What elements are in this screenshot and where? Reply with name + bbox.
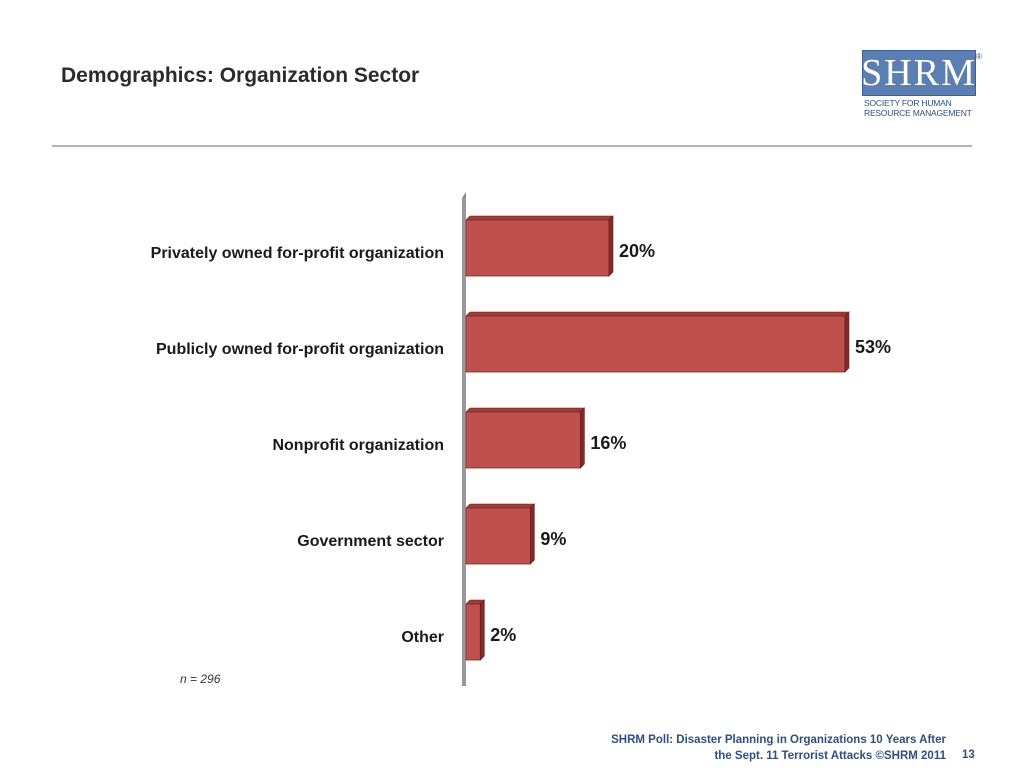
footer-line-2: the Sept. 11 Terrorist Attacks ©SHRM 201… <box>714 750 946 762</box>
bar <box>465 507 531 565</box>
bar-side-face <box>530 503 535 565</box>
category-label: Nonprofit organization <box>272 437 444 454</box>
logo-subtitle: SOCIETY FOR HUMAN RESOURCE MANAGEMENT <box>864 98 980 118</box>
page-number: 13 <box>962 749 975 761</box>
bar-side-face <box>608 215 614 277</box>
value-label: 2% <box>490 625 516 645</box>
value-label: 16% <box>590 433 626 453</box>
value-label: 20% <box>619 241 655 261</box>
category-label: Other <box>401 629 444 646</box>
sample-size-note: n = 296 <box>180 672 221 686</box>
bar-side-face <box>479 599 485 661</box>
axis-wall <box>462 198 466 686</box>
bar-top-face <box>465 407 586 413</box>
shrm-logo: SHRM ® SOCIETY FOR HUMAN RESOURCE MANAGE… <box>861 50 982 122</box>
bar-side-face <box>844 311 850 373</box>
logo-box: SHRM <box>861 50 977 96</box>
category-label: Privately owned for-profit organization <box>151 245 444 262</box>
value-label: 53% <box>855 337 891 357</box>
bar-side-face <box>580 407 585 469</box>
category-label: Government sector <box>297 533 444 550</box>
bar-top-face <box>465 503 536 509</box>
footer-line-1: SHRM Poll: Disaster Planning in Organiza… <box>611 734 946 746</box>
logo-text: SHRM <box>861 52 977 94</box>
footer-source: SHRM Poll: Disaster Planning in Organiza… <box>611 732 946 764</box>
bar-top-face <box>465 215 614 221</box>
title-divider <box>52 145 972 147</box>
category-label: Publicly owned for-profit organization <box>156 341 444 358</box>
bar-top-face <box>465 311 850 317</box>
logo-subtitle-line1: SOCIETY FOR HUMAN <box>864 98 952 108</box>
bar <box>465 219 610 277</box>
bar <box>465 411 581 469</box>
bar <box>465 603 481 661</box>
value-label: 9% <box>540 529 566 549</box>
bar <box>465 315 846 373</box>
slide-title: Demographics: Organization Sector <box>61 64 420 87</box>
registered-mark-icon: ® <box>976 52 982 61</box>
logo-subtitle-line2: RESOURCE MANAGEMENT <box>864 108 972 118</box>
